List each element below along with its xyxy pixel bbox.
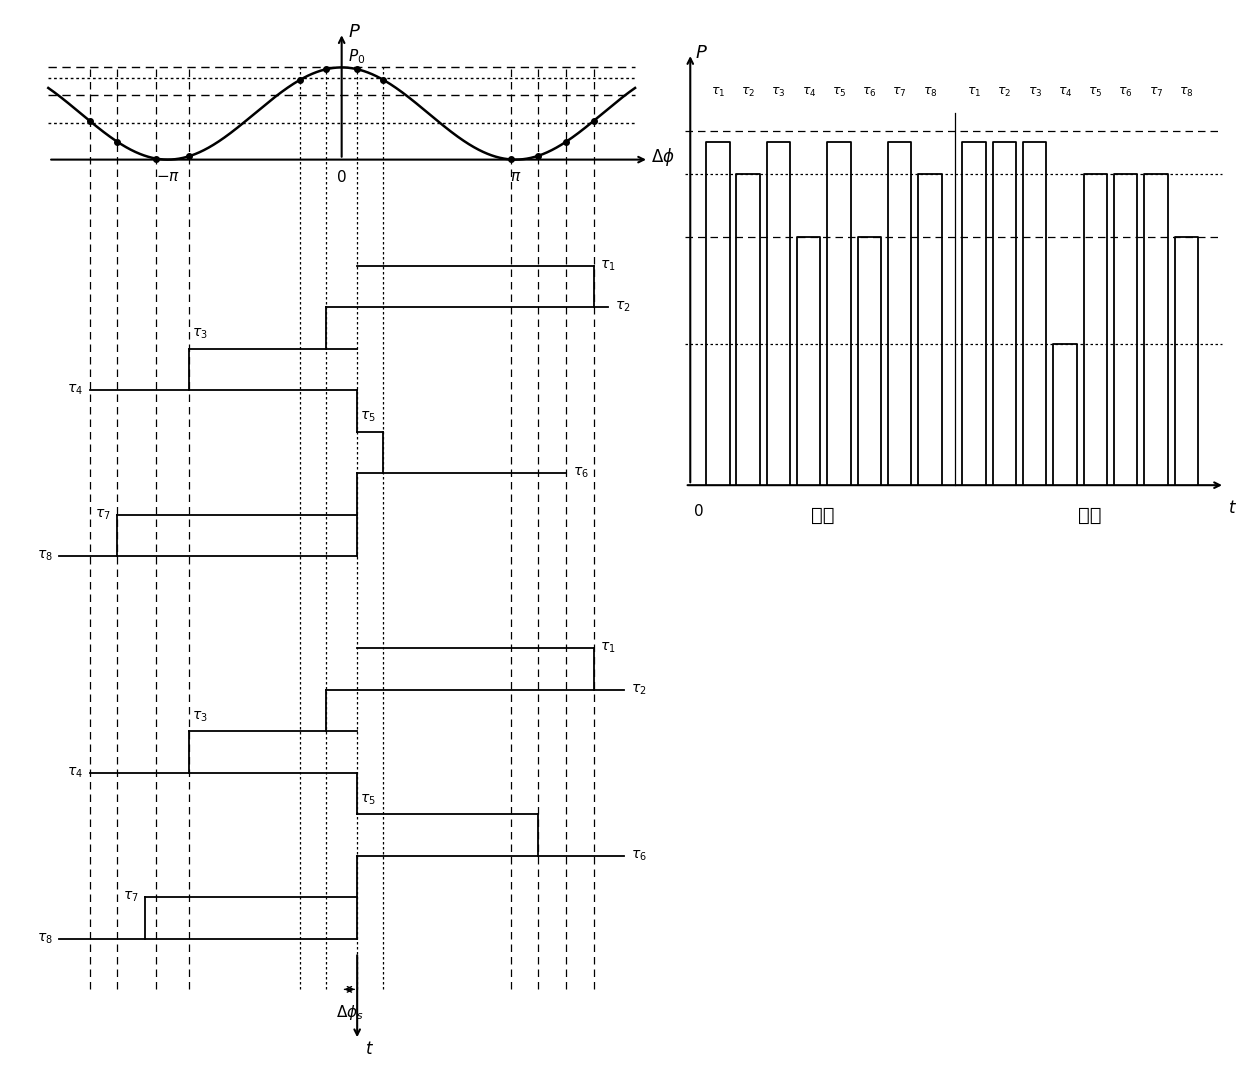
Text: $\tau_3$: $\tau_3$ <box>1028 86 1042 99</box>
Text: $\tau_8$: $\tau_8$ <box>37 549 52 563</box>
Text: $\tau_1$: $\tau_1$ <box>600 258 616 273</box>
Text: $\tau_8$: $\tau_8$ <box>923 86 937 99</box>
Text: $\tau_7$: $\tau_7$ <box>95 507 110 521</box>
Text: $\tau_6$: $\tau_6$ <box>862 86 877 99</box>
Text: $\tau_5$: $\tau_5$ <box>360 792 376 807</box>
Text: $\tau_1$: $\tau_1$ <box>711 86 725 99</box>
Text: $-\pi$: $-\pi$ <box>156 168 180 183</box>
Text: $t$: $t$ <box>1228 499 1236 517</box>
Text: $\tau_3$: $\tau_3$ <box>771 86 786 99</box>
Text: $\tau_5$: $\tau_5$ <box>360 409 376 424</box>
Text: $\tau_3$: $\tau_3$ <box>192 327 208 341</box>
Text: $\tau_5$: $\tau_5$ <box>1089 86 1102 99</box>
Text: $P_0$: $P_0$ <box>348 47 366 66</box>
Text: $\tau_6$: $\tau_6$ <box>1118 86 1133 99</box>
Text: $0$: $0$ <box>336 168 347 184</box>
Text: $\tau_4$: $\tau_4$ <box>801 86 816 99</box>
Text: $\tau_4$: $\tau_4$ <box>67 383 83 398</box>
Text: 转动: 转动 <box>1078 506 1101 526</box>
Text: $\tau_1$: $\tau_1$ <box>600 641 616 656</box>
Text: $\tau_7$: $\tau_7$ <box>1148 86 1163 99</box>
Text: $\Delta\phi$: $\Delta\phi$ <box>651 146 675 167</box>
Text: $\tau_4$: $\tau_4$ <box>67 765 83 780</box>
Text: $\tau_7$: $\tau_7$ <box>123 890 139 904</box>
Text: $P$: $P$ <box>696 44 708 62</box>
Text: $\tau_5$: $\tau_5$ <box>832 86 846 99</box>
Text: $\tau_3$: $\tau_3$ <box>192 710 208 724</box>
Text: $0$: $0$ <box>693 503 703 519</box>
Text: $\tau_2$: $\tau_2$ <box>615 300 631 314</box>
Text: $\pi$: $\pi$ <box>510 168 521 183</box>
Text: $\tau_6$: $\tau_6$ <box>573 466 588 481</box>
Text: $\tau_8$: $\tau_8$ <box>37 932 52 946</box>
Text: $\tau_1$: $\tau_1$ <box>967 86 981 99</box>
Text: $t$: $t$ <box>365 1040 374 1059</box>
Text: 静止: 静止 <box>811 506 835 526</box>
Text: $\tau_7$: $\tau_7$ <box>893 86 906 99</box>
Text: $\tau_2$: $\tau_2$ <box>997 86 1012 99</box>
Text: $\tau_6$: $\tau_6$ <box>631 849 646 862</box>
Text: $\tau_8$: $\tau_8$ <box>1179 86 1194 99</box>
Text: $\tau_4$: $\tau_4$ <box>1058 86 1073 99</box>
Text: $\tau_2$: $\tau_2$ <box>631 682 646 697</box>
Text: $\Delta\phi_s$: $\Delta\phi_s$ <box>336 1003 363 1022</box>
Text: $P$: $P$ <box>348 23 361 42</box>
Text: $\tau_2$: $\tau_2$ <box>742 86 755 99</box>
